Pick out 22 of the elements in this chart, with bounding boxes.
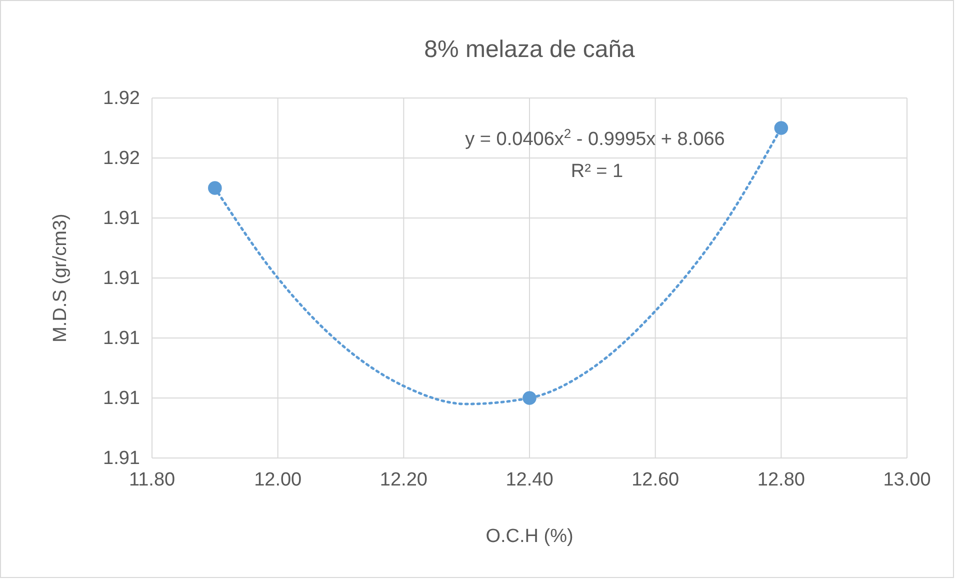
y-tick-label: 1.92 bbox=[103, 148, 140, 170]
annotation: R² = 1 bbox=[570, 161, 624, 182]
y-tick-label: 1.91 bbox=[103, 268, 140, 290]
x-tick-label: 11.80 bbox=[128, 469, 176, 490]
point bbox=[208, 181, 222, 195]
y-tick-label: 1.91 bbox=[103, 448, 140, 470]
x-axis-title: O.C.H (%) bbox=[486, 526, 574, 547]
point bbox=[522, 391, 536, 405]
x-tick-label: 13.00 bbox=[883, 469, 931, 490]
x-tick-label: 12.60 bbox=[632, 469, 680, 490]
x-tick-label: 12.40 bbox=[506, 469, 554, 490]
point bbox=[774, 121, 788, 135]
y-tick-label: 1.91 bbox=[103, 388, 140, 410]
x-tick-label: 12.00 bbox=[254, 469, 302, 490]
annotation: y = 0.0406x$^{2}$ - 0.9995x + 8.066 bbox=[465, 126, 725, 150]
chart-title: 8% melaza de caña bbox=[424, 36, 636, 63]
y-axis-title: M.D.S (gr/cm3) bbox=[50, 214, 71, 342]
x-tick-label: 12.80 bbox=[757, 469, 805, 490]
y-tick-label: 1.91 bbox=[103, 328, 140, 350]
y-tick-label: 1.92 bbox=[103, 88, 140, 110]
x-tick-label: 12.20 bbox=[380, 469, 428, 490]
y-tick-label: 1.91 bbox=[103, 208, 140, 230]
